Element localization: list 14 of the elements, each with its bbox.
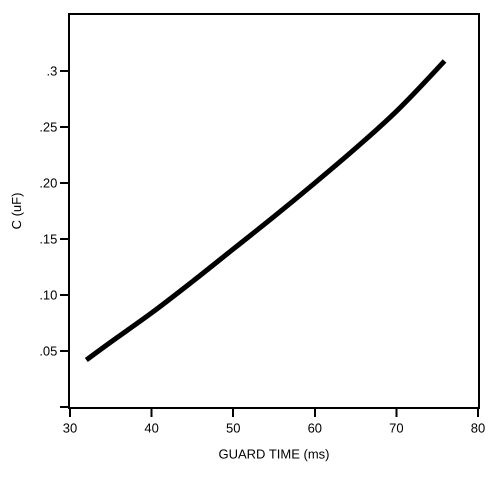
y-tick-label: .25 [39, 120, 58, 135]
x-tick-label: 70 [389, 420, 404, 436]
x-tick-label: 40 [144, 420, 159, 436]
y-tick-label: .10 [39, 288, 58, 303]
y-tick-label: .15 [39, 232, 58, 247]
x-tick-label: 50 [226, 420, 240, 436]
y-axis-title: C (uF) [8, 192, 24, 230]
y-tick-label: .3 [46, 64, 58, 79]
y-tick-label: .05 [39, 344, 58, 359]
x-tick-label: 80 [470, 420, 486, 436]
x-axis-title: GUARD TIME (ms) [218, 446, 330, 462]
x-tick-label: 30 [62, 420, 78, 436]
x-tick-label: 60 [308, 420, 322, 436]
y-tick-label: .20 [39, 176, 58, 191]
